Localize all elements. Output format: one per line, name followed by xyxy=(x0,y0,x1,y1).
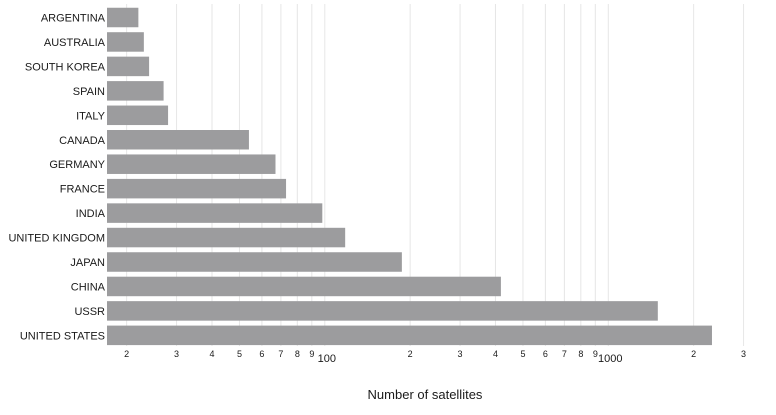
category-label: UNITED KINGDOM xyxy=(8,233,105,245)
x-tick-labels: 2 3 4 5 6 7 8 9 100 2 3 4 5 6 7 8 9 1000 2 3 xyxy=(124,349,746,365)
x-tick-label: 9 xyxy=(309,349,314,359)
x-tick-label: 4 xyxy=(493,349,498,359)
grid-lines xyxy=(126,4,745,346)
x-tick-label: 8 xyxy=(295,349,300,359)
category-label: SOUTH KOREA xyxy=(25,61,106,73)
x-tick-label: 2 xyxy=(691,349,696,359)
category-label: ARGENTINA xyxy=(41,13,106,25)
category-label: FRANCE xyxy=(60,184,105,196)
category-label: CHINA xyxy=(71,281,106,293)
category-label: CANADA xyxy=(59,135,106,147)
x-tick-label: 3 xyxy=(458,349,463,359)
bar xyxy=(107,227,346,248)
category-label: UNITED STATES xyxy=(20,330,105,342)
category-label: GERMANY xyxy=(49,159,105,171)
bar xyxy=(107,203,323,223)
bars xyxy=(107,7,712,346)
category-labels: ARGENTINA AUSTRALIA SOUTH KOREA SPAIN ITALY C… xyxy=(8,13,105,343)
category-label: JAPAN xyxy=(70,257,105,269)
x-tick-label: 3 xyxy=(174,349,179,359)
x-tick-label: 5 xyxy=(520,349,525,359)
bar xyxy=(107,178,287,199)
bar xyxy=(107,252,402,272)
x-tick-label: 1000 xyxy=(598,353,622,365)
category-label: USSR xyxy=(74,306,105,318)
bar xyxy=(107,301,658,321)
x-tick-label: 2 xyxy=(408,349,413,359)
x-tick-label: 100 xyxy=(318,353,336,365)
x-tick-label: 2 xyxy=(124,349,129,359)
x-tick-label: 6 xyxy=(259,349,264,359)
bar xyxy=(107,32,144,52)
x-tick-label: 4 xyxy=(209,349,214,359)
bar xyxy=(107,56,150,77)
bar xyxy=(107,325,712,346)
x-axis-title: Number of satellites xyxy=(368,387,483,402)
category-label: INDIA xyxy=(76,208,106,220)
bar xyxy=(107,276,501,297)
category-label: ITALY xyxy=(76,110,106,122)
x-tick-label: 7 xyxy=(562,349,567,359)
x-tick-label: 6 xyxy=(543,349,548,359)
bar xyxy=(107,154,276,174)
x-tick-label: 9 xyxy=(593,349,598,359)
bar xyxy=(107,130,249,150)
x-tick-label: 7 xyxy=(278,349,283,359)
x-tick-label: 3 xyxy=(741,349,746,359)
bar xyxy=(107,105,169,126)
category-label: SPAIN xyxy=(73,86,105,98)
x-tick-label: 5 xyxy=(237,349,242,359)
bar xyxy=(107,81,164,101)
bar xyxy=(107,7,139,28)
category-label: AUSTRALIA xyxy=(44,37,106,49)
x-tick-label: 8 xyxy=(578,349,583,359)
